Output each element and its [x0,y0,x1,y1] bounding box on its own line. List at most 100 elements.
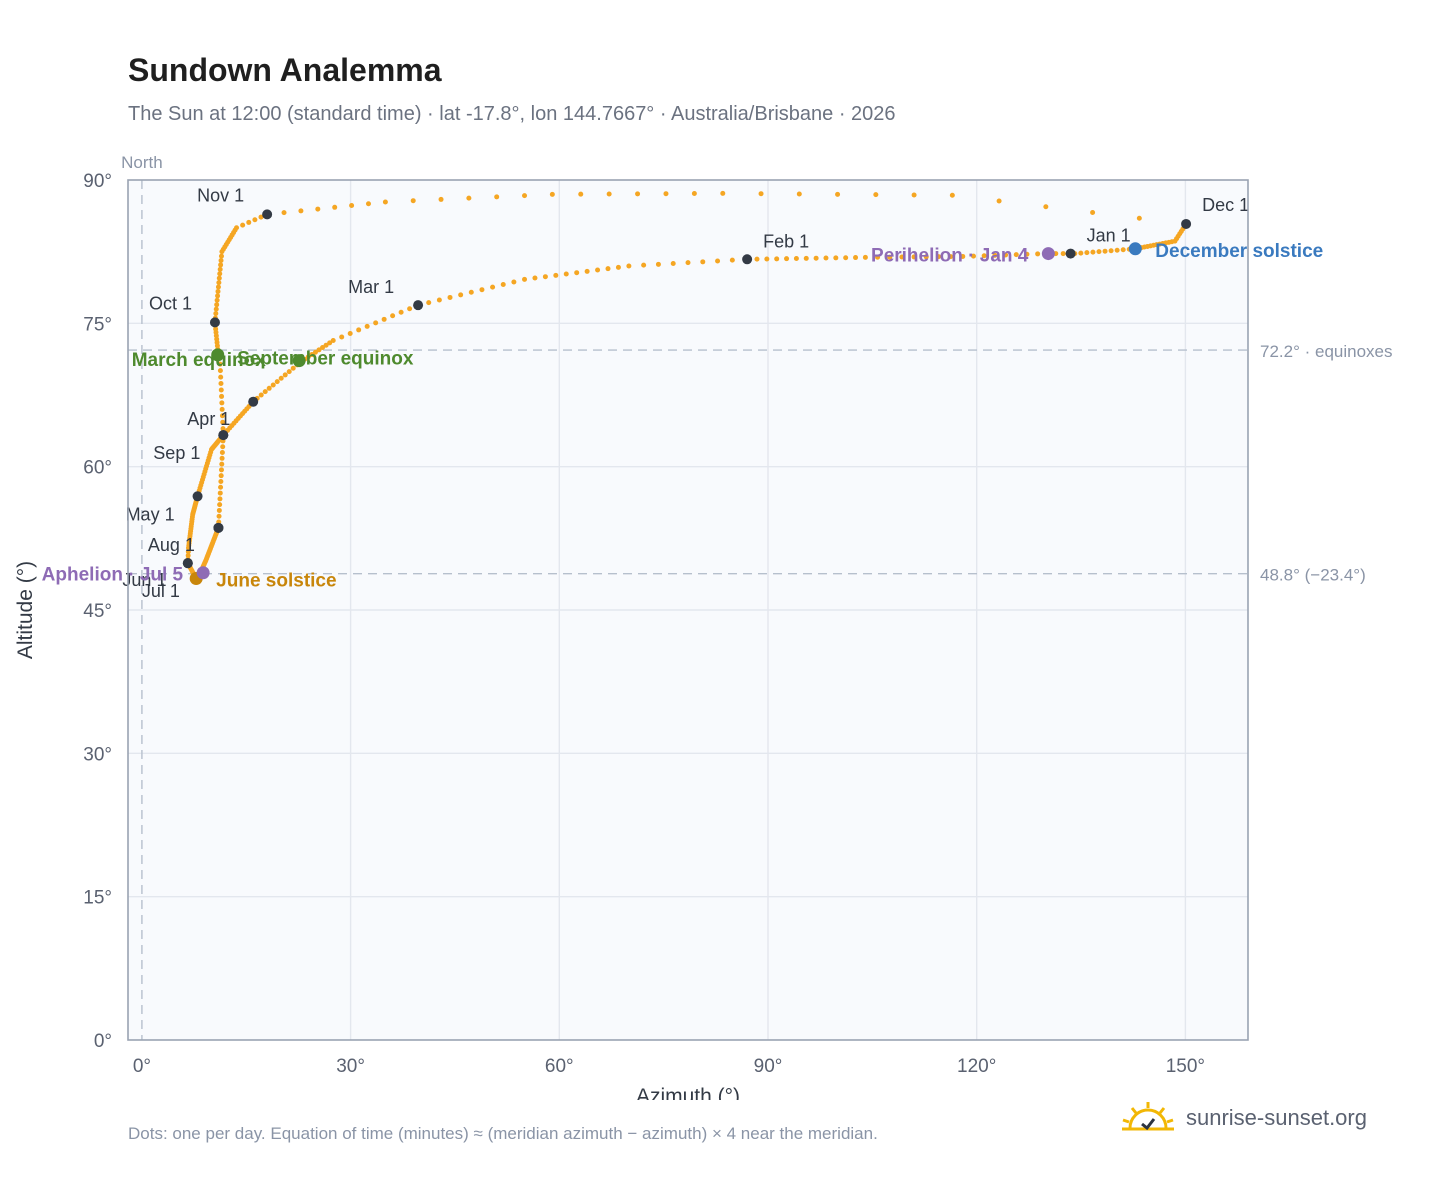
analemma-chart: North 72.2° · equinoxes 48.8° (−23.4°) Jan… [14,153,1393,1100]
daily-dot [935,254,941,260]
daily-dot [320,345,326,351]
daily-dot [278,375,284,381]
daily-dot [479,287,485,293]
event-label: December solstice [1155,241,1323,262]
daily-dot [217,271,223,277]
daily-dot [948,254,954,260]
daily-dot [315,206,321,212]
daily-dot [426,300,432,306]
x-axis-label: Azimuth (°) [636,1085,740,1100]
daily-dot [381,316,387,322]
daily-dot [758,191,764,197]
daily-dot [219,455,225,461]
x-tick-label: 30° [336,1056,365,1077]
daily-dot [258,392,264,398]
month-dot [1065,248,1076,259]
daily-dot [218,478,224,484]
daily-dot [218,253,224,259]
grid-lines [128,180,1248,1040]
daily-dot [1060,251,1066,257]
daily-dot [217,496,223,502]
daily-dot [219,450,225,456]
daily-dot [873,192,879,198]
daily-dot [274,379,280,385]
month-label: Apr 1 [187,409,230,429]
daily-dot [185,553,191,559]
brand[interactable]: sunrise-sunset.org [1120,1100,1367,1136]
daily-dot [911,192,917,198]
daily-dot [522,193,528,199]
month-label: Jan 1 [1087,226,1131,246]
daily-dot [373,320,379,326]
daily-dot [220,426,226,432]
daily-dot [715,258,721,264]
daily-dot [774,256,780,262]
daily-dot [1108,248,1114,254]
daily-dot [382,199,388,205]
daily-dot [843,255,849,261]
daily-dot [720,190,726,196]
daily-dot [563,271,569,277]
daily-dot [270,382,276,388]
sun-logo-icon [1122,1102,1174,1131]
daily-dot [835,191,841,197]
event-label: June solstice [216,570,336,591]
daily-dot [729,257,735,263]
daily-dot [215,284,221,290]
daily-dot [853,255,859,261]
daily-dot [1120,247,1126,253]
daily-dot [266,385,272,391]
daily-dot [220,444,226,450]
daily-dot [216,513,222,519]
plot-frame [127,179,1249,1041]
footnote: Dots: one per day. Equation of time (min… [128,1124,878,1143]
month-dot [192,491,203,502]
daily-dot [549,191,555,197]
daily-dot [240,222,246,228]
daily-dot [217,361,223,367]
daily-dot [309,352,315,358]
daily-dot [458,292,464,298]
month-dot [413,300,424,311]
reference-lines: North 72.2° · equinoxes 48.8° (−23.4°) [121,153,1393,1040]
daily-dot [532,275,538,281]
daily-dot [996,198,1002,204]
y-tick-label: 45° [83,601,112,622]
daily-dot [823,255,829,261]
month-dot [248,396,259,407]
month-label: Aug 1 [148,535,195,555]
daily-dot [390,313,396,319]
daily-dot [327,340,333,346]
daily-dot [217,502,223,508]
event-label: Aphelion · Jul 5 [42,565,184,586]
daily-dot [542,274,548,280]
event-dot [1041,247,1055,261]
june-solstice-reference-label: 48.8° (−23.4°) [1260,566,1366,585]
daily-dot [214,302,220,308]
daily-dot [578,191,584,197]
daily-dot [218,381,224,387]
x-tick-label: 60° [545,1056,574,1077]
daily-dot [234,225,240,231]
month-label: Jul 1 [142,581,180,601]
daily-dot [960,253,966,259]
daily-dot [447,294,453,300]
daily-dot [754,256,760,262]
daily-dot [339,334,345,340]
daily-dot [1096,249,1102,255]
daily-dot [438,196,444,202]
event-label: March equinox [132,350,267,371]
daily-dot [466,195,472,201]
daily-dot [992,252,998,258]
daily-dot [217,490,223,496]
x-tick-label: 90° [754,1056,783,1077]
y-tick-label: 15° [83,888,112,909]
daily-dot [219,461,225,467]
daily-dot [246,219,252,225]
daily-dot [1035,251,1041,257]
month-label: Nov 1 [197,185,244,205]
daily-dot [258,214,264,220]
daily-dot [218,467,224,473]
daily-dot [923,254,929,260]
